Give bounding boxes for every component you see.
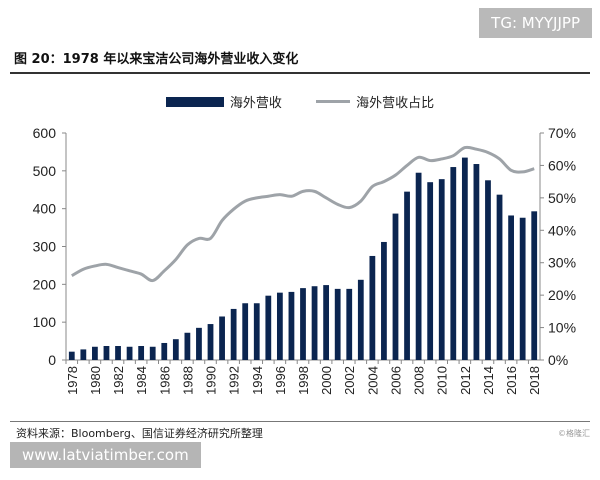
x-tick-label: 1978 <box>65 366 80 395</box>
left-tick-label: 400 <box>33 201 57 217</box>
right-tick-label: 40% <box>548 222 576 238</box>
bar-2000 <box>323 285 330 360</box>
x-tick-label: 1980 <box>88 366 103 395</box>
bar-1982 <box>115 346 121 360</box>
bar-1988 <box>184 332 191 360</box>
x-tick-label: 2008 <box>412 366 427 395</box>
watermark: TG: MYYJJPP <box>479 8 592 38</box>
bar-2008 <box>415 172 422 360</box>
bar-2018 <box>531 211 538 360</box>
bar-1995 <box>265 295 272 360</box>
left-tick-label: 0 <box>48 352 56 368</box>
left-tick-label: 500 <box>33 163 57 179</box>
legend: 海外营收 海外营收占比 <box>0 92 600 111</box>
bar-1997 <box>288 291 295 360</box>
bar-1990 <box>207 324 214 360</box>
legend-bar-swatch <box>165 96 224 107</box>
x-tick-label: 2002 <box>342 366 357 395</box>
x-tick-label: 1996 <box>273 366 288 395</box>
bar-1992 <box>230 308 237 360</box>
x-tick-label: 1994 <box>250 366 265 395</box>
site-watermark: www.latviatimber.com <box>10 442 201 468</box>
left-tick-label: 600 <box>33 125 57 141</box>
source-note: 资料来源：Bloomberg、国信证券经济研究所整理 <box>16 427 263 440</box>
left-tick-label: 300 <box>33 239 57 255</box>
x-tick-label: 2006 <box>388 366 403 395</box>
x-tick-label: 2004 <box>365 366 380 395</box>
bar-2003 <box>357 279 364 360</box>
bar-2004 <box>369 255 376 360</box>
bar-1985 <box>149 346 156 360</box>
bar-2007 <box>404 191 410 360</box>
bar-2010 <box>438 179 445 360</box>
bar-1984 <box>138 346 145 360</box>
bar-1980 <box>92 346 98 360</box>
bar-2009 <box>427 182 434 360</box>
bar-1981 <box>103 346 110 360</box>
x-tick-label: 2018 <box>527 366 542 395</box>
x-tick-label: 1992 <box>227 366 242 395</box>
right-tick-label: 10% <box>548 320 576 336</box>
bar-1979 <box>80 349 87 360</box>
legend-bar-label: 海外营收 <box>229 96 282 111</box>
right-tick-label: 50% <box>548 190 576 206</box>
x-tick-label: 2014 <box>481 366 496 395</box>
x-tick-label: 1984 <box>134 366 149 395</box>
bar-1994 <box>253 303 260 360</box>
bar-1991 <box>219 316 225 360</box>
right-tick-label: 70% <box>548 125 576 141</box>
bar-2015 <box>496 194 503 360</box>
bar-1986 <box>161 342 168 360</box>
bar-2016 <box>508 215 514 360</box>
left-tick-label: 100 <box>33 314 57 330</box>
copyright: ©格隆汇 <box>558 429 590 438</box>
bar-1999 <box>311 286 318 360</box>
bar-2017 <box>519 217 526 360</box>
bar-2006 <box>392 213 399 360</box>
right-tick-label: 30% <box>548 255 576 271</box>
legend-line-swatch <box>316 100 351 103</box>
bar-2012 <box>461 157 468 360</box>
x-tick-label: 1986 <box>157 366 172 395</box>
bar-2005 <box>381 241 387 360</box>
right-tick-label: 0% <box>548 352 568 368</box>
bar-2013 <box>473 164 480 360</box>
bar-2011 <box>450 167 457 360</box>
right-tick-label: 20% <box>548 287 576 303</box>
chart-title: 图 20：1978 年以来宝洁公司海外营业收入变化 <box>14 52 299 67</box>
left-tick-label: 200 <box>33 276 57 292</box>
x-tick-label: 1988 <box>180 366 195 395</box>
chart-plot: 0 100 200 300 400 500 600 0% 10% 20% 30% 40% 50% 60% 7… <box>33 125 576 395</box>
x-tick-label: 2010 <box>435 366 450 395</box>
title-divider <box>10 72 590 74</box>
bar-1987 <box>172 339 179 360</box>
x-tick-label: 1998 <box>296 366 311 395</box>
x-tick-label: 2000 <box>319 366 334 395</box>
bar-2014 <box>485 180 491 360</box>
bar-1978 <box>68 351 75 360</box>
bar-1996 <box>276 292 283 360</box>
bar-1983 <box>126 346 133 360</box>
bar-1993 <box>242 303 249 360</box>
x-tick-label: 1982 <box>111 366 126 395</box>
bar-1989 <box>196 327 202 360</box>
bar-2002 <box>346 288 353 360</box>
footer-divider <box>10 421 590 422</box>
x-tick-label: 1990 <box>204 366 219 395</box>
x-tick-label: 2012 <box>458 366 473 395</box>
legend-line-label: 海外营收占比 <box>356 96 435 111</box>
right-tick-label: 60% <box>548 157 576 173</box>
bar-1998 <box>300 288 306 360</box>
x-tick-label: 2016 <box>504 366 519 395</box>
bar-2001 <box>334 288 341 360</box>
